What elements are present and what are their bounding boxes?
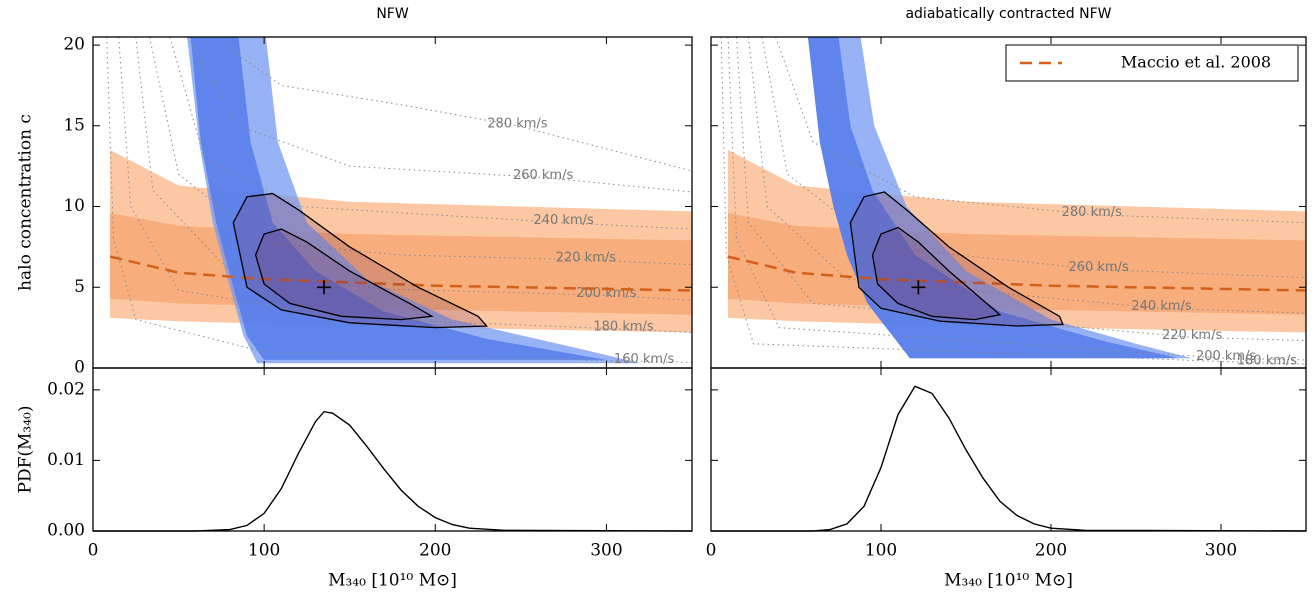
velocity-label: 260 km/s [1068,260,1129,275]
x-tick-label: 100 [248,541,280,561]
y-tick-label: 0 [74,358,85,378]
velocity-label: 240 km/s [533,213,594,228]
x-tick-label: 0 [706,541,717,561]
x-axis-label: M₃₄₀ [10¹⁰ M⊙] [328,571,457,591]
panel-title: NFW [376,6,409,22]
x-tick-label: 200 [419,541,451,561]
constraint-band [807,37,1179,359]
plot-area [93,410,693,532]
velocity-curve [727,37,1306,361]
velocity-label: 180 km/s [593,320,654,335]
pdf-curve [711,385,1307,532]
y-axis-label: PDF(M₃₄₀) [16,406,36,494]
y-tick-label: 15 [63,115,85,135]
likelihood-contour [232,192,488,329]
plot-area [711,385,1307,532]
legend-label: Maccio et al. 2008 [1121,53,1271,72]
velocity-curve [775,37,1306,224]
plot-area: 280 km/s 260 km/s 240 km/s 220 km/s 200 km/s… [720,37,1306,369]
x-tick-label: 200 [1035,541,1067,561]
velocity-label: 240 km/s [1131,299,1192,314]
velocity-curve [212,37,692,172]
velocity-label: 220 km/s [556,250,617,265]
likelihood-contour [871,226,1002,321]
velocity-curve [720,37,1306,365]
velocity-label: 280 km/s [1062,205,1123,220]
constraint-band [190,37,607,360]
y-tick-label: 0.02 [47,379,85,399]
velocity-label: 260 km/s [513,168,574,183]
likelihood-contour [849,191,1064,327]
best-fit [911,280,926,295]
velocity-curve [169,37,692,230]
velocity-curve [106,37,692,363]
x-axis-label: M₃₄₀ [10¹⁰ M⊙] [944,571,1073,591]
panel-title: adiabatically contracted NFW [905,6,1111,22]
x-tick-label: 0 [88,541,99,561]
y-axis-label: halo concentration c [16,114,36,291]
model-line [727,255,1306,292]
y-tick-label: 5 [74,277,85,297]
x-tick-label: 100 [865,541,897,561]
x-tick-label: 300 [590,541,622,561]
best-fit [317,280,332,295]
velocity-label: 280 km/s [487,116,548,131]
y-tick-label: 20 [63,35,85,55]
velocity-curve [761,37,1306,279]
likelihood-contour [254,228,434,321]
velocity-curve [186,37,692,193]
velocity-label: 200 km/s [1196,349,1257,364]
velocity-curve [118,37,692,333]
pdf-curve [93,410,693,532]
x-tick-label: 300 [1205,541,1237,561]
model-line [109,255,692,292]
y-tick-label: 0.00 [47,521,85,541]
y-tick-label: 0.01 [47,450,85,470]
velocity-label: 160 km/s [614,352,675,367]
axes-frame [92,367,693,532]
legend-box [1005,44,1299,82]
velocity-label: 180 km/s [1237,354,1298,369]
axes-frame [710,367,1307,532]
velocity-label: 220 km/s [1162,328,1223,343]
y-tick-label: 10 [63,196,85,216]
